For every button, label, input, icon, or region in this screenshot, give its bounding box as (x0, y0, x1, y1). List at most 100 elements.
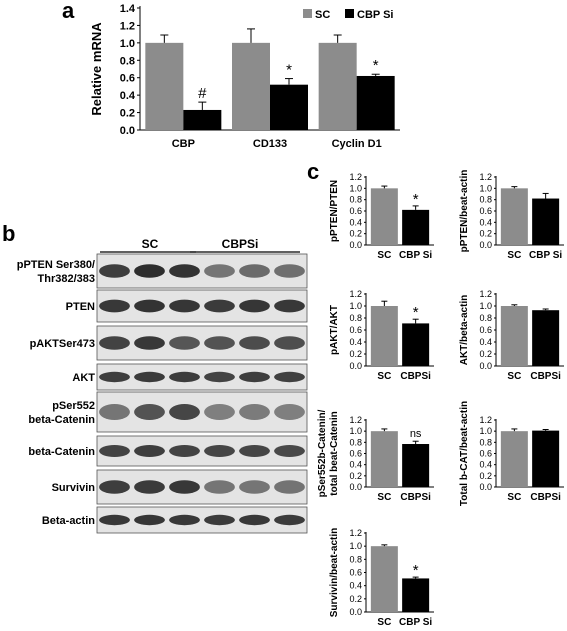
c-chart-c5: 0.00.20.40.6 0.81.01.2 pSer552b-Catenin/to… (317, 409, 434, 503)
b-band (169, 299, 200, 313)
c-y-axis-label: pSer552b-Catenin/ (317, 409, 328, 497)
c-y-tick-label: 0.2 (349, 229, 362, 239)
a-y-tick-label: 0.2 (120, 108, 135, 120)
b-band (169, 264, 200, 278)
b-band (239, 336, 270, 350)
a-legend-label: SC (315, 9, 330, 21)
b-band (99, 445, 130, 457)
c-chart-c1: 0.00.2 0.40.60.8 1.01.2 pPTEN/PTEN SC CBP Si * (329, 172, 434, 261)
c-y-tick-label: 0.8 (479, 313, 492, 323)
panel-a-chart: 0.0 0.2 0.4 0.6 0.8 1.0 1.2 1.4 Relative mRNA # CB… (89, 3, 400, 150)
c-y-tick-label: 1.2 (349, 415, 362, 425)
b-blot-strip (96, 253, 308, 289)
b-band (134, 336, 165, 350)
c-y-tick-label: 1.0 (479, 301, 492, 311)
b-band (239, 404, 270, 420)
b-band (169, 336, 200, 350)
b-row-label: AKT (72, 372, 95, 384)
b-band (169, 404, 200, 420)
b-band (99, 299, 130, 313)
b-band (134, 371, 165, 383)
c-bar-sc (500, 306, 528, 366)
c-chart-c3: 0.0 0.2 0.4 0.6 0.8 1.0 1.2 pAKT/AKT SC CBPSi * (329, 289, 434, 382)
b-band (239, 445, 270, 457)
c-y-axis-label: pAKT/AKT (329, 305, 340, 355)
c-y-tick-label: 0.6 (479, 206, 492, 216)
b-band (274, 264, 305, 278)
c-y-tick-label: 0.4 (479, 460, 492, 470)
c-y-tick-label: 0.2 (349, 349, 362, 359)
b-blot-strip (96, 363, 308, 391)
c-x-tick-label: SC (377, 492, 391, 503)
c-y-tick-label: 0.2 (479, 471, 492, 481)
c-y-tick-label: 0.8 (479, 195, 492, 205)
c-y-tick-label: 1.2 (349, 289, 362, 299)
a-legend-swatch (303, 9, 312, 18)
b-band (169, 445, 200, 457)
c-x-tick-label: SC (377, 617, 391, 628)
c-y-tick-label: 1.0 (479, 426, 492, 436)
c-x-tick-label: CBPSi (530, 492, 561, 503)
c-y-axis-label: AKT/beta-actin (459, 295, 470, 366)
b-row-label: beta-Catenin (28, 446, 95, 458)
c-y-tick-label: 0.8 (479, 437, 492, 447)
b-band (99, 371, 130, 383)
a-y-tick-label: 0.4 (120, 90, 136, 102)
b-blot-strip (96, 325, 308, 361)
c-x-tick-label: SC (507, 250, 521, 261)
b-row-label: pSer552 (52, 400, 95, 412)
b-band (99, 336, 130, 350)
c-y-tick-label: 0.2 (479, 349, 492, 359)
a-legend-label: CBP Si (357, 9, 393, 21)
c-bar-cbpsi (402, 209, 430, 245)
c-bar-cbpsi (532, 310, 560, 366)
c-y-axis-label: Survivin/beat-actin (329, 528, 340, 617)
b-band (239, 371, 270, 383)
c-y-tick-label: 0.6 (349, 325, 362, 335)
c-y-tick-label: 0.0 (479, 240, 492, 250)
c-bar-cbpsi (402, 444, 430, 487)
c-y-tick-label: 0.6 (349, 449, 362, 459)
c-y-tick-label: 0.8 (349, 195, 362, 205)
b-band (239, 480, 270, 494)
panel-letter-b: b (2, 221, 15, 246)
c-y-tick-label: 1.0 (349, 541, 362, 551)
b-row-label: Thr382/383 (38, 273, 95, 285)
b-band (274, 404, 305, 420)
a-y-tick-label: 1.4 (120, 3, 136, 15)
a-significance-mark: * (373, 57, 379, 74)
c-significance-mark: * (413, 304, 419, 321)
b-band (134, 514, 165, 526)
b-row-label: PTEN (66, 301, 95, 313)
b-band (169, 371, 200, 383)
b-band (204, 480, 235, 494)
c-y-tick-label: 1.2 (479, 415, 492, 425)
a-x-tick-label: Cyclin D1 (332, 138, 382, 150)
b-band (99, 404, 130, 420)
a-y-tick-label: 0.6 (120, 73, 135, 85)
b-band (204, 264, 235, 278)
b-band (134, 299, 165, 313)
b-band (274, 514, 305, 526)
a-legend-swatch (345, 9, 354, 18)
panel-b-western-blot: SC CBPSi pPTEN Ser380/Thr382/383 PTEN pAKTSe… (17, 237, 308, 534)
c-y-tick-label: 0.8 (349, 313, 362, 323)
c-bar-cbpsi (402, 578, 430, 612)
c-y-tick-label: 1.2 (349, 172, 362, 182)
a-y-axis-label: Relative mRNA (89, 22, 104, 116)
b-band (239, 514, 270, 526)
a-bar-cbpsi (183, 109, 222, 130)
b-group-label-sc: SC (142, 237, 159, 251)
b-band (274, 445, 305, 457)
c-y-tick-label: 0.0 (349, 240, 362, 250)
c-bar-sc (370, 188, 398, 245)
a-significance-mark: # (198, 85, 207, 102)
c-y-tick-label: 1.0 (349, 183, 362, 193)
c-y-tick-label: 0.4 (349, 337, 362, 347)
a-bar-sc (145, 42, 184, 130)
c-y-tick-label: 0.8 (349, 554, 362, 564)
c-significance-mark: * (413, 562, 419, 579)
c-y-tick-label: 1.2 (479, 172, 492, 182)
c-y-axis-label: total beat-Catenin (329, 411, 340, 495)
